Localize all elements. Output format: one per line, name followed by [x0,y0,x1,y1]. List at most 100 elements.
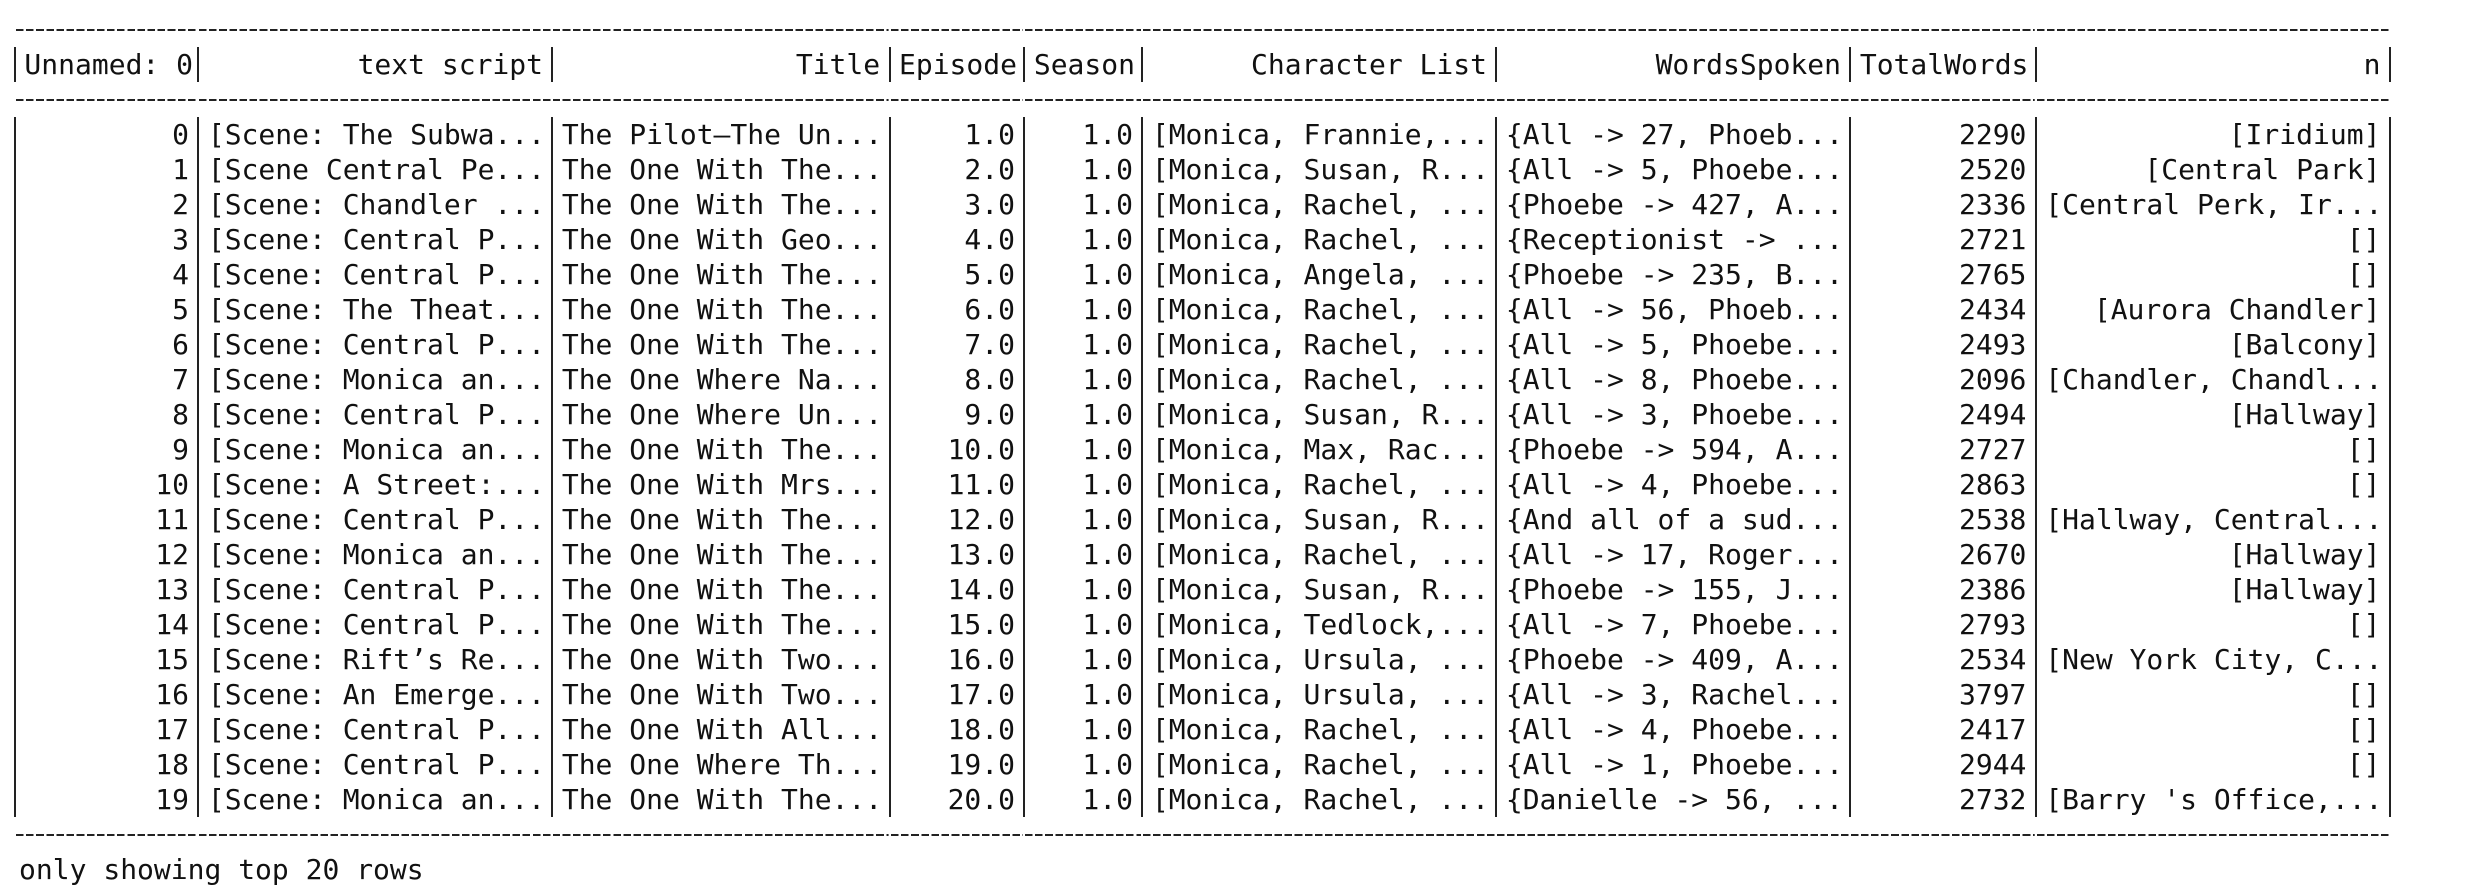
rule-segment [553,817,891,852]
table-cell: 18 [14,747,200,782]
table-cell: 1.0 [1025,642,1144,677]
table-cell: 13 [14,572,200,607]
table-cell: [Scene: Central P... [199,747,554,782]
table-cell: 1.0 [1025,502,1144,537]
table-cell: 1.0 [1025,677,1144,712]
table-cell: [Monica, Susan, R... [1143,572,1498,607]
table-cell: [Scene: Monica an... [199,362,554,397]
table-row: 8 [Scene: Central P... The One Where Un...… [14,397,2391,432]
table-row: 1 [Scene Central Pe... The One With The...… [14,152,2391,187]
table-cell: 17.0 [891,677,1026,712]
table-cell: The One Where Un... [553,397,891,432]
rule-segment [14,82,200,117]
table-cell: [Monica, Rachel, ... [1143,537,1498,572]
table-cell: 12 [14,537,200,572]
table-cell: [Monica, Susan, R... [1143,397,1498,432]
table-cell: 0 [14,117,200,152]
table-cell: {All -> 3, Rachel... [1497,677,1852,712]
table-cell: 1.0 [1025,572,1144,607]
table-cell: 2721 [1851,222,2037,257]
table-cell: {All -> 7, Phoebe... [1497,607,1852,642]
table-row: 14 [Scene: Central P... The One With The..… [14,607,2391,642]
table-cell: The One Where Th... [553,747,891,782]
table-cell: [Hallway, Central... [2037,502,2391,537]
table-cell: 1.0 [1025,712,1144,747]
table-cell: {All -> 4, Phoebe... [1497,467,1852,502]
table-row: 15 [Scene: Rift’s Re... The One With Two..… [14,642,2391,677]
rule-segment [1025,12,1144,47]
table-cell: [Scene: Central P... [199,327,554,362]
table-cell: The One With The... [553,607,891,642]
table-cell: [] [2037,432,2391,467]
table-cell: 1.0 [1025,292,1144,327]
table-cell: 6 [14,327,200,362]
table-cell: 16.0 [891,642,1026,677]
table-row: 5 [Scene: The Theat... The One With The...… [14,292,2391,327]
table-cell: 1.0 [1025,187,1144,222]
table-cell: 6.0 [891,292,1026,327]
table-cell: 1.0 [1025,747,1144,782]
table-cell: 5 [14,292,200,327]
table-cell: [Monica, Max, Rac... [1143,432,1498,467]
table-cell: 8 [14,397,200,432]
table-cell: The One With The... [553,572,891,607]
table-rule [14,82,2391,117]
table-cell: 17 [14,712,200,747]
header-cell: TotalWords [1851,47,2037,82]
table-cell: 5.0 [891,257,1026,292]
table-cell: 20.0 [891,782,1026,817]
table-row: 10 [Scene: A Street:... The One With Mrs..… [14,467,2391,502]
table-cell: [Monica, Rachel, ... [1143,712,1498,747]
table-cell: 18.0 [891,712,1026,747]
rule-segment [1851,817,2037,852]
table-cell: [] [2037,607,2391,642]
table-cell: 2290 [1851,117,2037,152]
table-cell: [Monica, Rachel, ... [1143,467,1498,502]
table-cell: The One With The... [553,782,891,817]
table-row: 9 [Scene: Monica an... The One With The...… [14,432,2391,467]
table-row: 7 [Scene: Monica an... The One Where Na...… [14,362,2391,397]
table-cell: [Scene: Central P... [199,607,554,642]
console-output: Unnamed: 0 text script Title Episode Season C… [14,12,2391,887]
table-cell: [Scene: Rift’s Re... [199,642,554,677]
table-cell: 1.0 [1025,537,1144,572]
table-cell: {All -> 4, Phoebe... [1497,712,1852,747]
table-cell: 2096 [1851,362,2037,397]
table-cell: 4.0 [891,222,1026,257]
table-cell: [] [2037,222,2391,257]
table-row: 18 [Scene: Central P... The One Where Th..… [14,747,2391,782]
table-cell: [Aurora Chandler] [2037,292,2391,327]
table-cell: 2417 [1851,712,2037,747]
table-cell: [Monica, Rachel, ... [1143,222,1498,257]
table-cell: [] [2037,257,2391,292]
table-cell: 14.0 [891,572,1026,607]
table-row: 13 [Scene: Central P... The One With The..… [14,572,2391,607]
table-cell: The One With The... [553,292,891,327]
table-cell: [] [2037,747,2391,782]
table-cell: 1.0 [1025,782,1144,817]
table-cell: 12.0 [891,502,1026,537]
table-cell: 13.0 [891,537,1026,572]
table-cell: 2732 [1851,782,2037,817]
table-cell: 2793 [1851,607,2037,642]
table-cell: 11.0 [891,467,1026,502]
rule-segment [2036,82,2391,117]
header-cell: WordsSpoken [1497,47,1852,82]
table-cell: [Iridium] [2037,117,2391,152]
table-cell: [Monica, Rachel, ... [1143,187,1498,222]
table-cell: {Receptionist -> ... [1497,222,1852,257]
table-cell: 1.0 [1025,432,1144,467]
table-cell: {All -> 17, Roger... [1497,537,1852,572]
table-cell: [Scene: Central P... [199,222,554,257]
rule-segment [1851,12,2037,47]
rule-segment [1143,12,1498,47]
table-cell: [Hallway] [2037,572,2391,607]
rule-segment [1497,12,1852,47]
table-row: 3 [Scene: Central P... The One With Geo...… [14,222,2391,257]
header-cell: text script [199,47,554,82]
table-cell: [Scene: An Emerge... [199,677,554,712]
table-cell: The One With The... [553,257,891,292]
table-cell: {Phoebe -> 427, A... [1497,187,1852,222]
rule-segment [14,12,200,47]
